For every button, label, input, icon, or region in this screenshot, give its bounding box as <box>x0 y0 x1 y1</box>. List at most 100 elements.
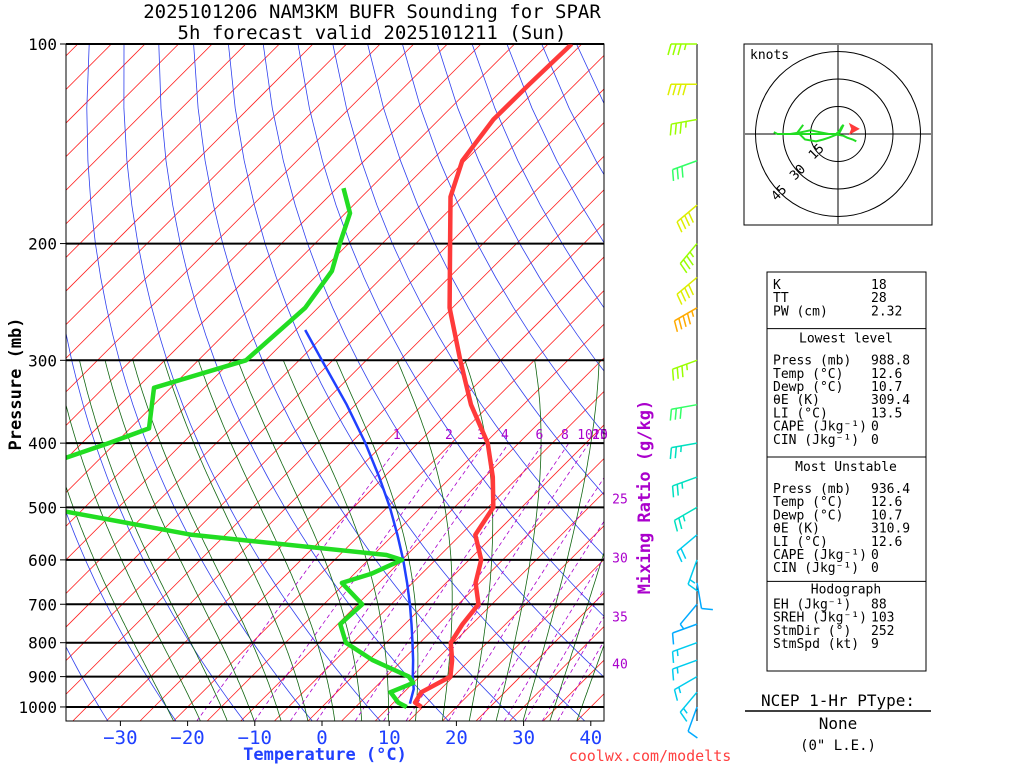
isotherm-line <box>66 44 448 426</box>
isotherm-line <box>66 155 604 695</box>
mixing-ratio-label: 4 <box>501 428 509 443</box>
isotherm-line <box>173 290 604 721</box>
wind-barb-feather <box>676 221 683 233</box>
mixing-ratio-label: 25 <box>612 493 628 508</box>
mixing-ratio-label: 40 <box>612 658 628 673</box>
isotherm-line <box>66 44 549 527</box>
dry-adiabat-line <box>402 44 604 434</box>
index-label: StmDir (°) <box>773 624 851 639</box>
mixing-ratio-line <box>524 588 604 721</box>
dry-adiabat-line <box>436 44 604 372</box>
wind-barb-feather <box>671 485 675 498</box>
dry-adiabat-line <box>262 44 604 678</box>
isotherm-line <box>341 458 604 721</box>
pressure-tick-label: 1000 <box>18 698 57 717</box>
temperature-tick-label: 40 <box>579 727 602 749</box>
wind-barb-feather <box>684 287 691 299</box>
moist-adiabat-line <box>237 360 363 721</box>
index-value: 88 <box>871 597 887 612</box>
y-axis-title: Pressure (mb) <box>6 317 26 450</box>
pressure-tick-label: 600 <box>28 551 57 570</box>
temperature-tick-label: −10 <box>238 727 272 749</box>
mixing-ratio-line <box>196 442 402 721</box>
temperature-tick-label: 20 <box>445 727 468 749</box>
wind-barb-half-feather <box>676 667 679 674</box>
mixing-ratio-label: 2 <box>445 428 453 443</box>
index-label: Dewp (°C) <box>773 380 843 395</box>
isotherm-line <box>66 54 604 594</box>
mixing-ratio-line <box>448 477 604 721</box>
index-value: 28 <box>871 291 887 306</box>
indices-rows: K 18 TT 28 PW (cm) 2.32 Lowest level Press (mb)… <box>767 278 926 652</box>
background-lines <box>66 44 604 721</box>
mixing-ratio-line <box>479 520 604 721</box>
pressure-tick-label: 200 <box>28 235 57 254</box>
dry-adiabat-line <box>193 44 517 721</box>
index-value: 10.7 <box>871 380 902 395</box>
index-label: Press (mb) <box>773 482 851 497</box>
moist-adiabat-line <box>522 360 600 721</box>
moist-adiabat-line <box>66 403 201 721</box>
dry-adiabat-line <box>367 44 604 496</box>
wind-barb-feather <box>686 255 694 266</box>
wind-barb-feather <box>678 318 683 330</box>
temperature-tick-label: 0 <box>316 727 327 749</box>
temperature-tick-label: 30 <box>512 727 535 749</box>
wind-barb-staff <box>696 582 703 609</box>
isotherm-line <box>106 222 604 721</box>
index-value: 103 <box>871 611 894 626</box>
index-label: CIN (Jkg⁻¹) <box>773 561 859 576</box>
isotherm-line <box>66 122 604 662</box>
wind-barb-staff <box>676 534 698 553</box>
temperature-tick-label: −20 <box>170 727 204 749</box>
pressure-tick-labels: 100 200 300 400 500 600 700 800 900 1000 <box>18 35 66 717</box>
dry-adiabat-line <box>297 44 604 617</box>
index-label: SREH (Jkg⁻¹) <box>773 611 867 626</box>
mixing-ratio-label: 35 <box>612 610 628 625</box>
wind-barb-feather <box>679 263 688 274</box>
wind-barb-staff <box>679 603 698 625</box>
moist-adiabat-line <box>66 485 174 721</box>
mixing-ratio-line <box>289 442 486 721</box>
chart-title: 2025101206 NAM3KM BUFR Sounding for SPAR <box>143 1 601 23</box>
wind-barb-feather <box>687 211 695 223</box>
wind-barb-feather <box>673 320 679 333</box>
wind-barb-feather <box>679 711 688 722</box>
storm-motion-marker <box>848 122 860 135</box>
section-header: Most Unstable <box>795 460 897 475</box>
dry-adiabat-line <box>123 44 381 721</box>
index-value: 10.7 <box>871 508 902 523</box>
wind-barb-feather <box>681 166 684 178</box>
index-label: TT <box>773 291 789 306</box>
isotherm-line <box>307 424 604 721</box>
isotherm-line <box>374 491 604 721</box>
wind-barb-staff <box>674 307 698 322</box>
wind-barb-half-feather <box>681 482 684 489</box>
mixing-ratio-label: 8 <box>561 428 569 443</box>
wind-barb-feather <box>674 446 678 459</box>
wind-barb-feather <box>672 84 677 96</box>
wind-barb-half-feather <box>683 43 687 51</box>
index-value: 12.6 <box>871 367 902 382</box>
wind-barb-half-feather <box>678 686 682 694</box>
mixing-ratio-line <box>503 556 604 721</box>
isotherm-line <box>66 44 347 326</box>
isotherm-line <box>274 390 604 721</box>
wind-barb-feather <box>671 632 675 645</box>
index-label: EH (Jkg⁻¹) <box>773 597 851 612</box>
wind-barb-feather <box>677 84 682 96</box>
x-axis-title: Temperature (°C) <box>243 745 407 765</box>
index-label: θE (K) <box>773 393 820 408</box>
index-value: 0 <box>871 548 879 563</box>
index-value: 309.4 <box>871 393 910 408</box>
index-label: K <box>773 278 781 293</box>
wind-barb-feather <box>669 409 673 421</box>
indices-table <box>766 271 927 672</box>
wind-barb-feather <box>680 218 687 230</box>
index-label: θE (K) <box>773 522 820 537</box>
moist-adiabat-line <box>282 360 389 721</box>
ptype-note: (0" L.E.) <box>800 738 876 754</box>
moist-adiabat-line <box>104 360 255 721</box>
wind-barb-feather <box>676 167 679 180</box>
